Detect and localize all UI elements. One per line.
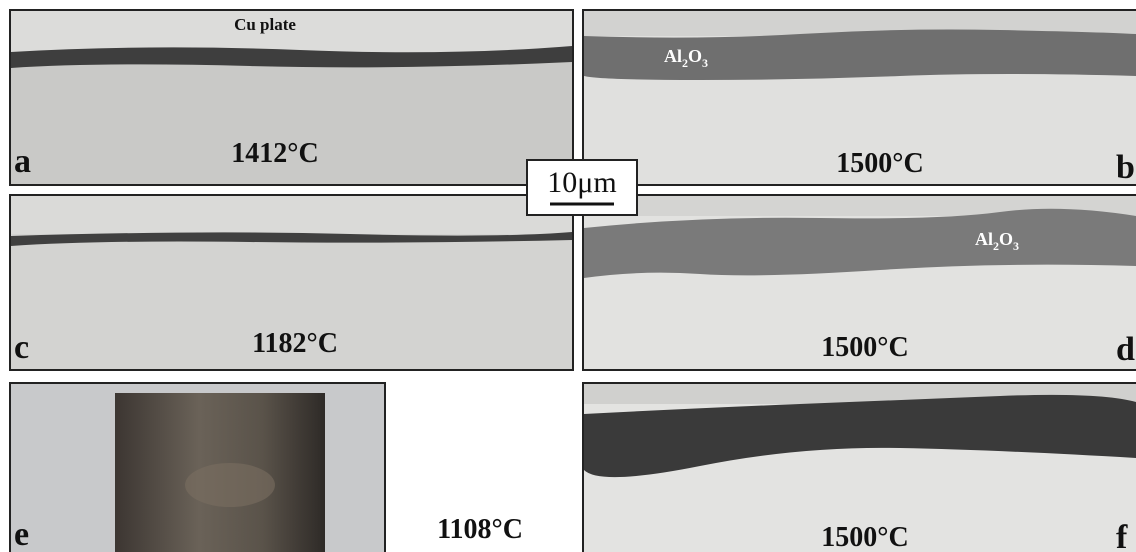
panel-label: e bbox=[14, 516, 29, 552]
surface-spot bbox=[185, 463, 275, 507]
temperature: 1108°C bbox=[437, 514, 523, 545]
panel-e: e 1108°C bbox=[10, 383, 523, 552]
temperature: 1182°C bbox=[252, 328, 338, 359]
top-region bbox=[11, 196, 572, 234]
panel-a: Cu plate a 1412°C bbox=[10, 10, 573, 185]
temperature: 1412°C bbox=[231, 138, 318, 169]
panel-d: Al2O3 1500°C d bbox=[583, 195, 1136, 370]
panel-label: d bbox=[1116, 331, 1135, 368]
panel-label: b bbox=[1116, 149, 1135, 186]
panel-b: Al2O3 1500°C b bbox=[583, 10, 1136, 186]
panel-label: f bbox=[1116, 519, 1128, 552]
temperature: 1500°C bbox=[821, 522, 908, 552]
panel-c: c 1182°C bbox=[10, 195, 573, 370]
scale-label: 10μm bbox=[547, 166, 616, 199]
panel-label: c bbox=[14, 329, 29, 366]
scale-bar: 10μm bbox=[527, 160, 637, 215]
annotation: Cu plate bbox=[234, 15, 296, 34]
panel-f: 1500°C f bbox=[583, 383, 1136, 552]
figure: Cu plate a 1412°C Al2O3 1500°C b c 1182°… bbox=[0, 0, 1136, 552]
panel-label: a bbox=[14, 143, 31, 180]
temperature: 1500°C bbox=[836, 148, 923, 179]
temperature: 1500°C bbox=[821, 332, 908, 363]
